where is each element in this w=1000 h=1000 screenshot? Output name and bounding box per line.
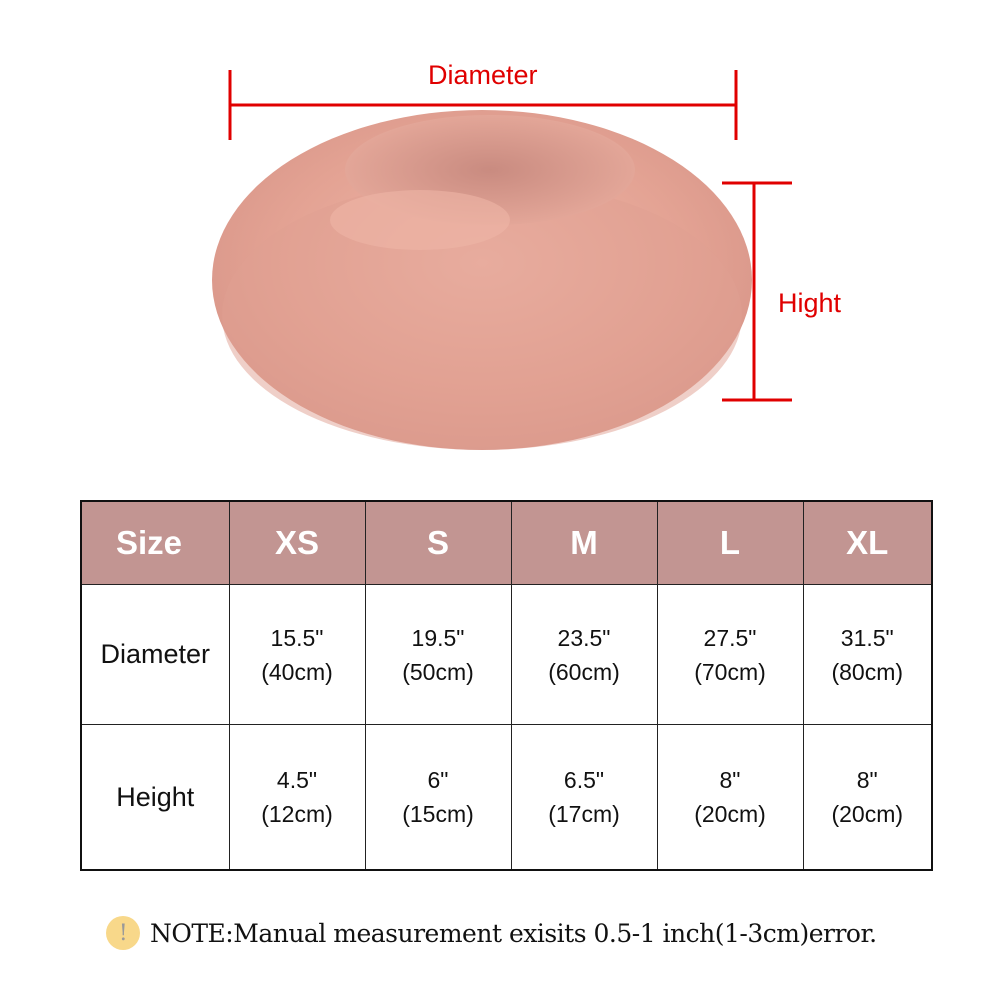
- cell: 8" (20cm): [656, 724, 804, 871]
- size-table: Size XS S M L XL Diameter 15.5" (40cm) 19…: [80, 500, 933, 871]
- diameter-label: Diameter: [428, 60, 538, 90]
- cell: 31.5" (80cm): [802, 584, 933, 725]
- height-label: Hight: [778, 288, 842, 318]
- header-l: L: [656, 500, 804, 585]
- cell: 8" (20cm): [802, 724, 933, 871]
- header-m: M: [510, 500, 658, 585]
- table-row: Height 4.5" (12cm) 6" (15cm) 6.5" (17cm) 8"…: [80, 724, 933, 871]
- cell: 27.5" (70cm): [656, 584, 804, 725]
- cell: 23.5" (60cm): [510, 584, 658, 725]
- cell: 15.5" (40cm): [228, 584, 366, 725]
- header-s: S: [364, 500, 512, 585]
- pet-bed-image: [212, 70, 792, 450]
- header-size: Size: [80, 500, 230, 585]
- header-xl: XL: [802, 500, 933, 585]
- cell: 6.5" (17cm): [510, 724, 658, 871]
- exclamation-icon: !: [106, 916, 140, 950]
- note: ! NOTE:Manual measurement exisits 0.5-1 …: [106, 916, 877, 950]
- row-label: Height: [80, 724, 230, 871]
- table-header-row: Size XS S M L XL: [80, 500, 933, 585]
- note-text: NOTE:Manual measurement exisits 0.5-1 in…: [150, 918, 877, 948]
- cell: 6" (15cm): [364, 724, 512, 871]
- height-dimension-line: [722, 181, 792, 402]
- cell: 19.5" (50cm): [364, 584, 512, 725]
- row-label: Diameter: [80, 584, 230, 725]
- table-row: Diameter 15.5" (40cm) 19.5" (50cm) 23.5" (6…: [80, 584, 933, 725]
- header-xs: XS: [228, 500, 366, 585]
- cell: 4.5" (12cm): [228, 724, 366, 871]
- diameter-dimension-line: [228, 70, 738, 140]
